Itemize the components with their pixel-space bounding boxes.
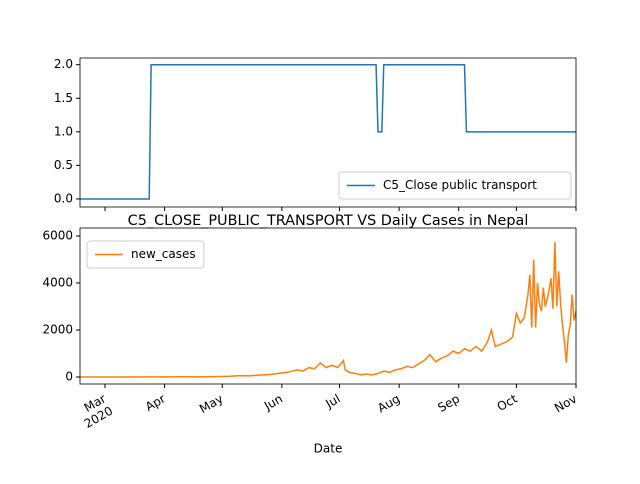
line (79, 241, 577, 378)
legend-label: new_cases (131, 247, 196, 261)
axes-frame (79, 57, 577, 208)
y-tick-label: 4000 (42, 275, 73, 289)
chart-title: C5_CLOSE_PUBLIC_TRANSPORT VS Daily Cases… (128, 213, 529, 229)
y-tick-label: 1.0 (54, 124, 73, 138)
y-tick-label: 2000 (42, 322, 73, 336)
y-tick-label: 0 (65, 369, 73, 383)
line (80, 63, 576, 200)
legend-label: C5_Close public transport (383, 178, 537, 192)
y-tick-label: 2.0 (54, 57, 73, 71)
y-tick-label: 0.0 (54, 191, 73, 205)
x-tick-label: Jul (322, 392, 342, 412)
legend-box (338, 171, 572, 200)
y-tick-label: 0.5 (54, 158, 73, 172)
legend-box (86, 240, 205, 269)
y-tick-label: 6000 (42, 228, 73, 242)
x-axis-label: Date (314, 442, 343, 456)
axes-frame (79, 227, 577, 385)
y-tick-label: 1.5 (54, 91, 73, 105)
